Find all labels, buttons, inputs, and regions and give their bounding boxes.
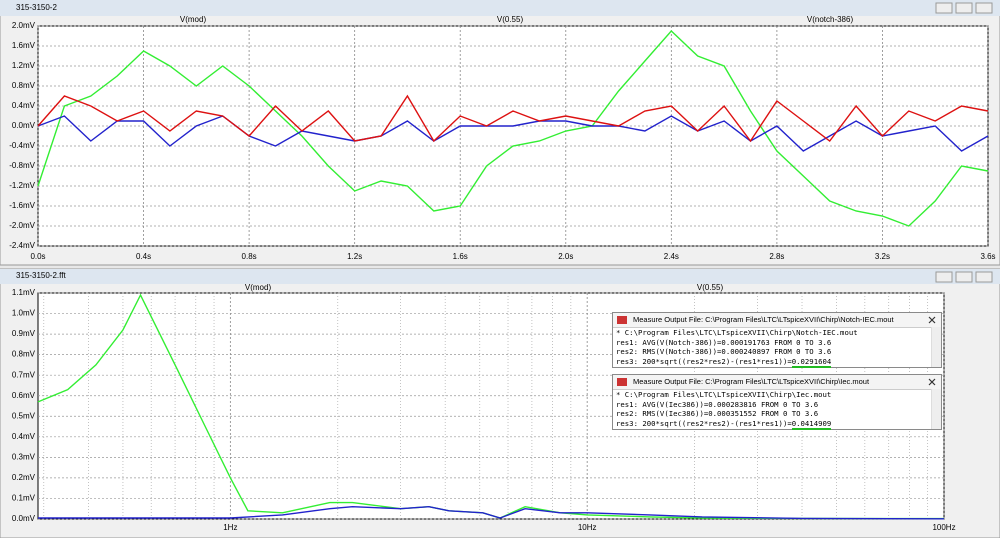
y-tick-label: 0.6mV [12, 391, 36, 400]
title-bar: Measure Output File: C:\Program Files\LT… [613, 375, 941, 390]
x-tick-label: 1.2s [347, 252, 362, 261]
plot-area [37, 25, 989, 247]
y-tick-label: -1.6mV [9, 201, 35, 210]
close-button[interactable] [927, 315, 937, 325]
x-tick-label: 3.6s [980, 252, 995, 261]
x-tick-label: 2.8s [769, 252, 784, 261]
result-expression: res3: 200*sqrt((res2*res2)-(res1*res1))= [616, 356, 792, 366]
y-tick-label: 0.0mV [12, 514, 36, 523]
x-tick-label: 0.0s [30, 252, 45, 261]
series-line [37, 94, 989, 143]
title-bar [0, 269, 1000, 284]
close-icon [928, 378, 936, 386]
y-tick-label: 0.8mV [12, 350, 36, 359]
x-tick-label: 1.6s [453, 252, 468, 261]
minimize-button[interactable] [935, 271, 953, 283]
series-line [37, 29, 989, 227]
y-tick-label: 1.6mV [12, 41, 36, 50]
y-tick-label: 0.7mV [12, 370, 36, 379]
close-button[interactable] [975, 271, 993, 283]
close-icon [928, 316, 936, 324]
y-tick-label: -2.0mV [9, 221, 35, 230]
app-icon [617, 378, 627, 386]
y-tick-label: 0.4mV [12, 432, 36, 441]
output-line: * C:\Program Files\LTC\LTspiceXVII\Chirp… [616, 390, 832, 399]
window-title: 315-3150-2 [16, 3, 57, 12]
window-title: 315-3150-2.fft [16, 271, 66, 280]
output-line: res2: RMS(V(Iec386))=0.000351552 FROM 0 … [616, 409, 819, 418]
output-line: res1: AVG(V(Iec386))=0.000283816 FROM 0 … [616, 399, 819, 409]
close-button[interactable] [927, 377, 937, 387]
y-tick-label: 0.0mV [12, 121, 36, 130]
result-line: res3: 200*sqrt((res2*res2)-(res1*res1))=… [613, 356, 941, 368]
legend-label: V(mod) [180, 15, 207, 24]
y-tick-label: 0.3mV [12, 452, 36, 461]
result-expression: res3: 200*sqrt((res2*res2)-(res1*res1))= [616, 418, 792, 428]
series-line [37, 293, 945, 520]
result-line: res3: 200*sqrt((res2*res2)-(res1*res1))=… [613, 418, 941, 430]
series-line [37, 115, 989, 152]
legend-label: V(notch-386) [807, 15, 854, 24]
app-icon [617, 316, 627, 324]
measure-window: Measure Output File: C:\Program Files\LT… [612, 312, 942, 368]
measure-window: Measure Output File: C:\Program Files\LT… [612, 374, 942, 430]
x-tick-label: 3.2s [875, 252, 890, 261]
result-value: 0.0291604 [791, 356, 832, 368]
legend-label: V(mod) [245, 283, 272, 292]
window-title: Measure Output File: C:\Program Files\LT… [633, 377, 870, 386]
y-tick-label: 1.1mV [12, 288, 36, 297]
y-tick-label: -1.2mV [9, 181, 35, 190]
scrollbar [931, 327, 941, 367]
y-tick-label: 1.2mV [12, 61, 36, 70]
output-line: res1: AVG(V(Notch-386))=0.000191763 FROM… [616, 337, 832, 347]
x-tick-label: 100Hz [932, 523, 955, 532]
y-tick-label: 0.5mV [12, 411, 36, 420]
title-bar [0, 0, 1000, 16]
y-tick-label: 0.4mV [12, 101, 36, 110]
scrollbar [931, 389, 941, 429]
y-tick-label: -2.4mV [9, 241, 35, 250]
y-tick-label: 0.9mV [12, 329, 36, 338]
x-tick-label: 2.0s [558, 252, 573, 261]
close-button[interactable] [975, 2, 993, 14]
maximize-button[interactable] [955, 2, 973, 14]
minimize-button[interactable] [935, 2, 953, 14]
y-tick-label: 0.8mV [12, 81, 36, 90]
series-line [38, 505, 945, 520]
result-value: 0.0414909 [791, 418, 832, 430]
title-bar: Measure Output File: C:\Program Files\LT… [613, 313, 941, 328]
maximize-button[interactable] [955, 271, 973, 283]
y-tick-label: -0.8mV [9, 161, 35, 170]
y-tick-label: 0.1mV [12, 494, 36, 503]
y-tick-label: 0.2mV [12, 473, 36, 482]
output-line: res2: RMS(V(Notch-386))=0.000240897 FROM… [616, 347, 832, 356]
x-tick-label: 0.4s [136, 252, 151, 261]
output-line: * C:\Program Files\LTC\LTspiceXVII\Chirp… [616, 328, 858, 337]
window-title: Measure Output File: C:\Program Files\LT… [633, 315, 894, 324]
x-tick-label: 1Hz [223, 523, 237, 532]
x-tick-label: 10Hz [578, 523, 597, 532]
x-tick-label: 0.8s [242, 252, 257, 261]
legend-label: V(0.55) [697, 283, 724, 292]
legend-label: V(0.55) [497, 15, 524, 24]
y-tick-label: 2.0mV [12, 21, 36, 30]
x-tick-label: 2.4s [664, 252, 679, 261]
y-tick-label: 1.0mV [12, 309, 36, 318]
y-tick-label: -0.4mV [9, 141, 35, 150]
